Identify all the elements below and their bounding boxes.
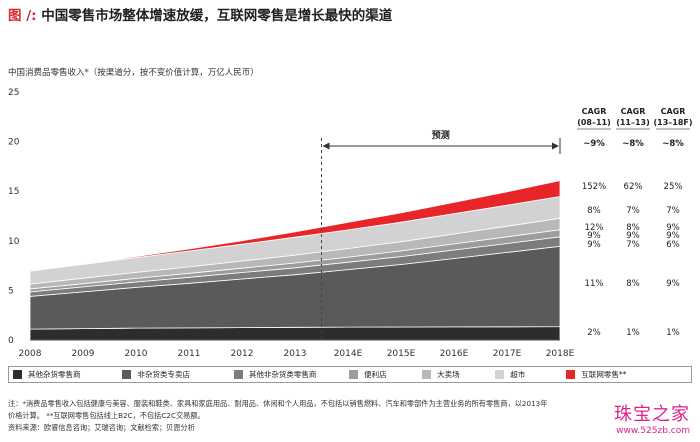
cagr-value: 8%	[587, 206, 601, 216]
figure-label: 图 /:	[8, 8, 37, 24]
cagr-value: 9%	[587, 240, 601, 250]
cagr-value: 8%	[626, 279, 640, 289]
y-tick-label: 15	[8, 187, 19, 197]
legend-item: 非杂货类专卖店	[118, 369, 229, 380]
legend-item: 超市	[491, 369, 562, 380]
cagr-value: 12%	[585, 223, 604, 233]
footnote-line: 注：*消费品零售收入包括健康与美容、服装和鞋类、家具和家庭用品、耐用品、休闲和个…	[8, 399, 548, 408]
cagr-period: (08–11)	[577, 118, 611, 127]
y-tick-label: 5	[8, 286, 14, 296]
cagr-value: 9%	[666, 231, 680, 241]
x-tick-label: 2010	[125, 349, 148, 359]
legend-swatch	[233, 370, 243, 379]
cagr-header: CAGR	[661, 107, 686, 116]
legend-item: 互联网零售**	[562, 369, 691, 380]
x-tick-label: 2013	[284, 349, 307, 359]
cagr-value: 2%	[587, 328, 601, 338]
legend-item: 便利店	[345, 369, 418, 380]
legend-swatch	[13, 370, 22, 379]
cagr-value: 9%	[666, 223, 680, 233]
figure-heading: 中国零售市场整体增速放缓，互联网零售是增长最快的渠道	[41, 8, 393, 24]
stacked-area-chart: 0 5 10 15 20 25 2008 2009 2010 2011 2012 2013 2014E 2…	[8, 88, 693, 359]
x-tick-label: 2018E	[546, 349, 575, 359]
watermark-url: www.525zb.com	[616, 426, 690, 436]
legend-item: 其他非杂货类零售商	[230, 369, 345, 380]
forecast-label: 预测	[432, 129, 450, 141]
chart-legend: 其他杂货零售商 非杂货类专卖店 其他非杂货类零售商 便利店 大卖场 超市 互联网零售**	[8, 366, 692, 383]
cagr-value: 1%	[666, 328, 680, 338]
cagr-header: CAGR	[621, 107, 646, 116]
forecast-arrow-left-head	[322, 142, 330, 150]
legend-swatch	[566, 370, 576, 379]
area-series-7	[29, 180, 561, 272]
watermark: 珠宝之家 www.525zb.com	[614, 400, 690, 436]
legend-label: 便利店	[364, 370, 387, 379]
x-tick-label: 2014E	[334, 349, 363, 359]
cagr-period: (13–18F)	[653, 118, 692, 127]
x-tick-label: 2015E	[387, 349, 416, 359]
cagr-value: 7%	[666, 206, 680, 216]
cagr-total: ~9%	[583, 139, 605, 149]
watermark-text: 珠宝之家	[614, 404, 690, 425]
legend-swatch	[495, 370, 505, 379]
legend-label: 其他杂货零售商	[28, 370, 81, 379]
cagr-value: 8%	[626, 223, 640, 233]
legend-label: 超市	[510, 370, 526, 379]
cagr-value: 152%	[582, 182, 606, 192]
x-tick-label: 2016E	[440, 349, 469, 359]
x-tick-label: 2012	[231, 349, 254, 359]
cagr-value: 7%	[626, 206, 640, 216]
cagr-value: 62%	[624, 182, 643, 192]
cagr-total: ~8%	[662, 139, 684, 149]
legend-label: 大卖场	[437, 370, 460, 379]
cagr-header: CAGR	[582, 107, 607, 116]
y-tick-label: 20	[8, 138, 20, 148]
legend-item: 其他杂货零售商	[9, 369, 118, 380]
x-tick-label: 2009	[72, 349, 95, 359]
cagr-value: 9%	[587, 231, 601, 241]
cagr-value: 11%	[585, 279, 604, 289]
x-tick-label: 2017E	[493, 349, 522, 359]
y-tick-label: 10	[8, 237, 20, 247]
cagr-value: 6%	[666, 240, 680, 250]
footnote-source: 资料来源：欧睿信息咨询；艾瑞咨询；文献检索；贝恩分析	[8, 423, 195, 432]
forecast-arrow-right-head	[552, 142, 559, 150]
footnote-line: 价格计算。 **互联网零售包括线上B2C，不包括C2C交易额。	[8, 411, 205, 420]
footnotes: 注：*消费品零售收入包括健康与美容、服装和鞋类、家具和家庭用品、耐用品、休闲和个…	[8, 398, 598, 434]
x-tick-label: 2011	[178, 349, 201, 359]
legend-label: 其他非杂货类零售商	[248, 370, 317, 379]
legend-item: 大卖场	[418, 369, 491, 380]
legend-label: 互联网零售**	[581, 370, 627, 379]
cagr-value: 7%	[626, 240, 640, 250]
x-tick-label: 2008	[19, 349, 42, 359]
figure-title: 图 /: 中国零售市场整体增速放缓，互联网零售是增长最快的渠道	[8, 4, 392, 24]
cagr-value: 1%	[626, 328, 640, 338]
legend-swatch	[122, 370, 132, 379]
cagr-value: 25%	[664, 182, 683, 192]
cagr-value: 9%	[666, 279, 680, 289]
legend-label: 非杂货类专卖店	[137, 370, 190, 379]
chart-subtitle: 中国消费品零售收入*（按渠道分，按不变价值计算，万亿人民币）	[8, 68, 259, 78]
cagr-period: (11–13)	[616, 118, 650, 127]
y-tick-label: 0	[8, 336, 14, 346]
cagr-total: ~8%	[622, 139, 644, 149]
legend-swatch	[349, 370, 359, 379]
y-tick-label: 25	[8, 88, 19, 98]
legend-swatch	[422, 370, 432, 379]
cagr-value: 9%	[626, 231, 640, 241]
